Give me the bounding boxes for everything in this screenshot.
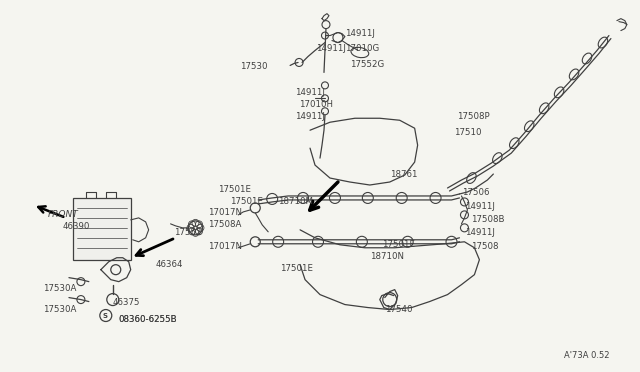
Text: 14911J: 14911J [345, 29, 375, 38]
Text: FRONT: FRONT [48, 210, 79, 219]
Text: 17510: 17510 [454, 128, 482, 137]
Text: 17501E: 17501E [382, 240, 415, 249]
Text: 14911J: 14911J [295, 112, 325, 121]
Text: 17552G: 17552G [350, 61, 384, 70]
Text: 17540: 17540 [385, 305, 412, 314]
Text: 17530A: 17530A [43, 283, 76, 293]
Text: 14911J: 14911J [465, 228, 495, 237]
Text: 17501E: 17501E [218, 185, 252, 194]
Text: 17010H: 17010H [299, 100, 333, 109]
Text: 46364: 46364 [156, 260, 183, 269]
Text: 17010G: 17010G [345, 44, 379, 52]
Text: 17501E: 17501E [280, 264, 313, 273]
Text: A'73A 0.52: A'73A 0.52 [564, 352, 609, 360]
Text: S: S [102, 313, 108, 319]
Text: 17508: 17508 [472, 242, 499, 251]
Text: 14911J: 14911J [465, 202, 495, 211]
Text: 14911J: 14911J [316, 44, 346, 52]
Text: 14911J: 14911J [295, 89, 325, 97]
Text: 17017N: 17017N [209, 242, 243, 251]
Text: 46390: 46390 [63, 222, 90, 231]
Text: 08360-6255B: 08360-6255B [119, 314, 177, 324]
Text: 17508A: 17508A [209, 220, 242, 229]
Text: 17501E: 17501E [230, 197, 263, 206]
Text: 08360-6255B: 08360-6255B [119, 314, 177, 324]
Text: 18761: 18761 [390, 170, 417, 179]
Text: 17017N: 17017N [209, 208, 243, 217]
Text: 46375: 46375 [113, 298, 140, 307]
Text: 18710N: 18710N [370, 252, 404, 261]
Text: 17506: 17506 [463, 188, 490, 197]
Text: 17508P: 17508P [458, 112, 490, 121]
Text: 17530: 17530 [240, 62, 268, 71]
Text: 18710M: 18710M [278, 197, 313, 206]
Text: 17508B: 17508B [472, 215, 505, 224]
Text: 17530A: 17530A [43, 305, 76, 314]
Text: 17552: 17552 [173, 228, 201, 237]
FancyBboxPatch shape [73, 198, 131, 260]
